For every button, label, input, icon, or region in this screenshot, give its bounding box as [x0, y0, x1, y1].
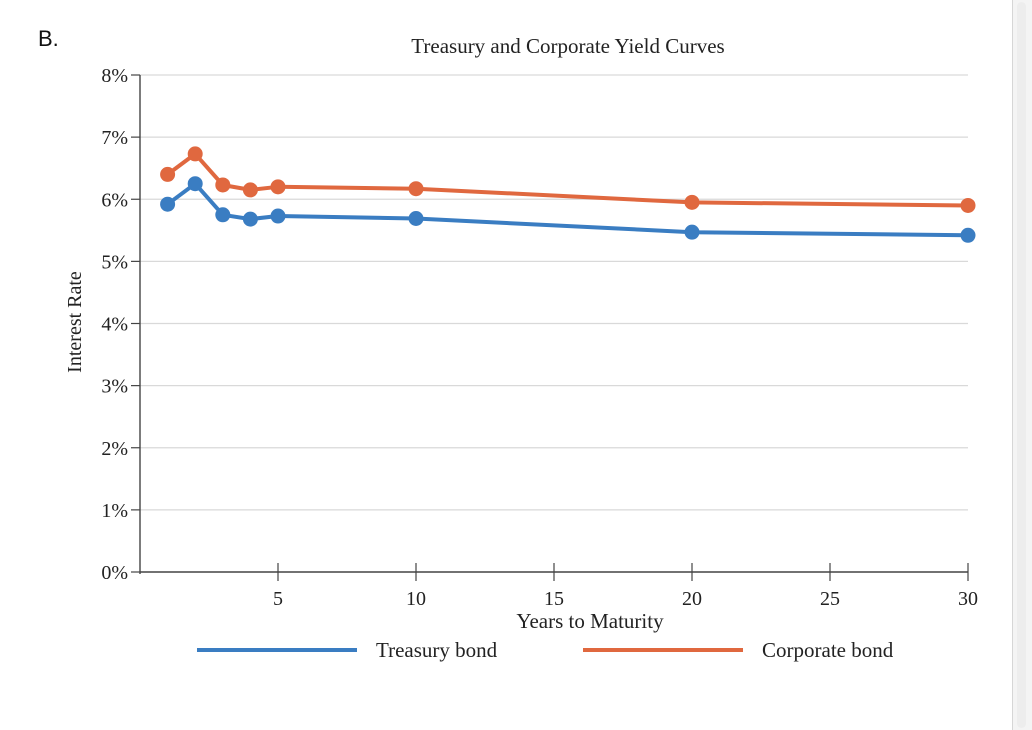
corporate-bond-point — [408, 181, 424, 197]
corporate-bond-point — [215, 177, 231, 193]
panel-label: B. — [38, 26, 59, 51]
treasury-bond-point — [160, 196, 176, 212]
gridlines — [140, 74, 968, 511]
corporate-bond-point — [187, 146, 203, 162]
treasury-bond-point — [215, 207, 231, 223]
y-tick-label: 0% — [101, 562, 128, 584]
treasury-bond-point — [242, 211, 258, 227]
scrollbar-thumb[interactable] — [1017, 2, 1026, 728]
x-axis-label: Years to Maturity — [516, 609, 664, 633]
x-tick-label: 5 — [273, 588, 283, 610]
y-tick-label: 8% — [101, 65, 128, 87]
axes: 0% 1% 2% 3% 4% 5% 6% 7% 8% 5 10 15 20 25 30 — [101, 65, 978, 610]
y-tick-label: 4% — [101, 314, 128, 336]
corporate-bond-point — [684, 194, 700, 210]
treasury-bond-point — [684, 224, 700, 240]
treasury-bond-point — [408, 211, 424, 227]
legend-label-corporate-bond: Corporate bond — [762, 638, 894, 662]
x-tick-label: 20 — [682, 588, 702, 610]
yield-curve-chart: 0% 1% 2% 3% 4% 5% 6% 7% 8% 5 10 15 20 25 30 Treasury a… — [64, 34, 978, 662]
corporate-bond-line — [165, 151, 970, 208]
y-tick-label: 2% — [101, 438, 128, 460]
x-tick-label: 25 — [820, 588, 840, 610]
corporate-bond-point — [160, 166, 176, 182]
corporate-bond-point — [270, 179, 286, 195]
treasury-bond-line — [165, 181, 970, 238]
y-tick-label: 7% — [101, 127, 128, 149]
treasury-bond-point — [960, 227, 976, 243]
y-tick-label: 3% — [101, 376, 128, 398]
legend: Treasury bond Corporate bond — [197, 638, 894, 662]
corporate-bond-point — [242, 182, 258, 198]
treasury-bond-point — [187, 176, 203, 192]
y-tick-label: 6% — [101, 189, 128, 211]
x-tick-label: 15 — [544, 588, 564, 610]
y-tick-label: 5% — [101, 251, 128, 273]
legend-label-treasury-bond: Treasury bond — [376, 638, 498, 662]
treasury-bond-point — [270, 208, 286, 224]
series — [160, 146, 976, 243]
y-tick-label: 1% — [101, 500, 128, 522]
y-axis-label: Interest Rate — [64, 271, 86, 373]
corporate-bond-point — [960, 197, 976, 213]
x-tick-label: 30 — [958, 588, 978, 610]
chart-title: Treasury and Corporate Yield Curves — [411, 34, 724, 58]
x-tick-label: 10 — [406, 588, 426, 610]
